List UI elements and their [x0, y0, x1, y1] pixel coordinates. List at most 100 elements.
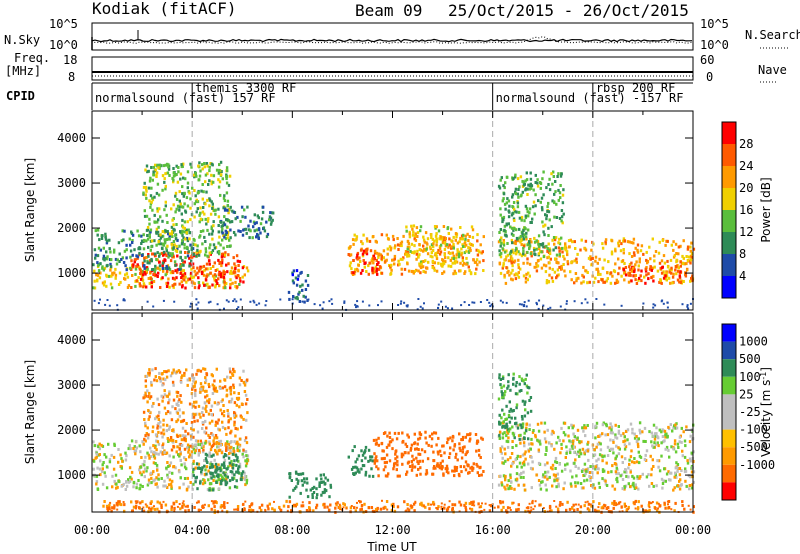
heat-cell: [543, 475, 546, 479]
heat-cell: [523, 437, 526, 440]
heat-cell: [296, 277, 300, 281]
heat-cell: [417, 452, 420, 456]
heat-cell: [522, 379, 525, 383]
heat-cell: [502, 461, 505, 465]
heat-cell: [311, 493, 314, 496]
heat-cell: [586, 507, 590, 511]
heat-cell: [207, 469, 210, 473]
heat-cell: [546, 256, 549, 260]
heat-cell: [374, 456, 377, 460]
heat-cell: [136, 229, 139, 233]
heat-cell: [212, 180, 215, 184]
heat-cell: [204, 457, 208, 461]
heat-cell: [207, 217, 210, 221]
heat-cell: [112, 250, 116, 254]
heat-cell: [151, 425, 155, 429]
heat-cell: [228, 486, 232, 490]
heat-cell: [610, 252, 614, 256]
heat-cell: [408, 230, 411, 234]
heat-cell: [238, 260, 242, 264]
heat-cell: [189, 162, 192, 166]
heat-cell: [350, 505, 353, 507]
heat-cell: [524, 457, 527, 461]
heat-cell: [192, 379, 195, 383]
heat-cell: [515, 210, 518, 214]
heat-cell: [180, 263, 184, 267]
heat-cell: [617, 452, 621, 456]
heat-cell: [197, 253, 201, 257]
heat-cell: [204, 173, 208, 177]
heat-cell: [572, 503, 575, 507]
heat-cell: [520, 254, 524, 258]
heat-cell: [149, 202, 153, 206]
heat-cell: [240, 415, 243, 419]
heat-cell: [150, 245, 153, 249]
heat-cell: [506, 440, 510, 444]
heat-cell: [224, 229, 227, 233]
heat-cell: [241, 215, 244, 219]
heat-cell: [170, 438, 173, 442]
heat-cell: [131, 241, 134, 244]
heat-cell: [673, 475, 676, 479]
heat-cell: [657, 444, 660, 448]
heat-cell: [184, 256, 187, 260]
heat-cell: [306, 481, 309, 485]
heat-cell: [155, 379, 159, 383]
heat-cell: [406, 507, 409, 510]
heat-cell: [441, 236, 444, 239]
heat-cell: [433, 239, 436, 243]
heat-cell: [164, 266, 167, 270]
heat-cell: [544, 453, 547, 456]
heat-cell: [637, 268, 640, 272]
heat-cell: [235, 454, 238, 458]
heat-cell: [169, 252, 172, 256]
heat-cell: [594, 436, 597, 440]
heat-cell: [139, 277, 143, 281]
heat-cell: [204, 283, 208, 287]
heat-cell: [475, 449, 478, 453]
heat-cell: [169, 482, 173, 486]
heat-cell: [522, 252, 525, 256]
heat-cell: [372, 270, 376, 274]
heat-cell: [221, 420, 224, 424]
heat-cell: [558, 439, 561, 442]
heat-cell: [169, 271, 173, 275]
heat-cell: [476, 464, 479, 468]
heat-cell: [662, 254, 666, 258]
heat-cell: [365, 270, 368, 273]
heat-cell: [506, 197, 509, 201]
heat-cell: [323, 488, 327, 492]
heat-cell: [618, 266, 621, 270]
heat-cell: [181, 229, 184, 233]
heat-cell: [376, 272, 379, 276]
heat-cell: [355, 235, 359, 239]
heat-cell: [575, 257, 578, 261]
heat-cell: [153, 239, 156, 243]
heat-cell: [444, 467, 447, 471]
heat-cell: [560, 426, 563, 430]
heat-cell: [369, 249, 373, 253]
heat-cell: [185, 467, 188, 471]
heat-cell: [443, 236, 446, 240]
heat-cell: [371, 474, 375, 478]
heat-cell: [138, 487, 141, 491]
heat-cell: [231, 452, 235, 456]
heat-cell: [199, 206, 202, 210]
heat-cell: [420, 501, 423, 505]
heat-cell: [192, 467, 195, 471]
heat-cell: [209, 271, 212, 275]
heat-cell: [336, 501, 339, 505]
heat-cell: [554, 257, 557, 261]
heat-cell: [617, 429, 621, 433]
heat-cell: [470, 243, 473, 246]
heat-cell: [208, 421, 212, 425]
heat-cell: [167, 163, 170, 167]
heat-cell: [175, 244, 178, 248]
heat-cell: [242, 417, 245, 421]
heat-cell: [233, 440, 236, 444]
heat-cell: [172, 440, 175, 444]
heat-cell: [605, 279, 608, 283]
heat-cell: [92, 459, 96, 463]
heat-cell: [225, 473, 228, 476]
